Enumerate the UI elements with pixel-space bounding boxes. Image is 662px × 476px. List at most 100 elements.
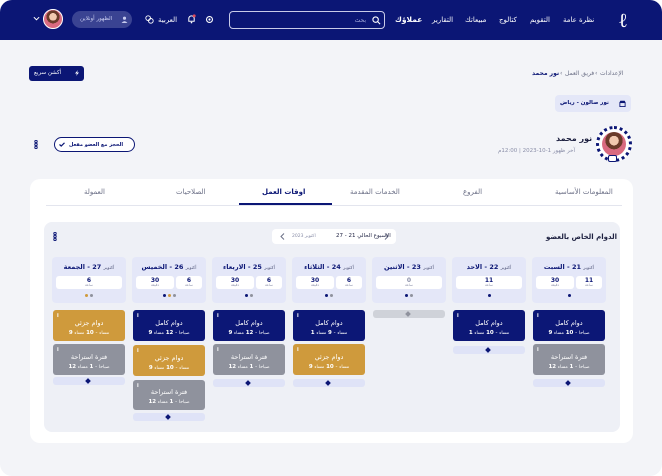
- tab-working-hours[interactable]: اوقات العمل: [262, 188, 306, 196]
- shift-part-time[interactable]: i دوام جزئي 9 مساء - 10 مساء: [53, 310, 125, 341]
- info-icon[interactable]: i: [217, 313, 219, 319]
- avatar[interactable]: [43, 9, 63, 29]
- store-icon: [619, 100, 626, 107]
- shift-time: 9 مساء - 10 مساء: [148, 365, 190, 371]
- info-icon[interactable]: i: [297, 313, 299, 319]
- shift-full-time[interactable]: i دوام كامل 9 صباحا - 10 مساء: [533, 310, 605, 341]
- info-icon[interactable]: i: [57, 313, 59, 319]
- week-navigator: الاسبوع الحالي 21 - 27 اكتوبر 2023: [272, 229, 396, 244]
- breadcrumb-sep-1: ‹: [595, 70, 598, 77]
- tab-commission[interactable]: العمولة: [84, 188, 106, 196]
- shift-break[interactable]: i فترة استراحة 12 صباحا - 1 مساء: [133, 380, 205, 410]
- stat-minutes: 30 دقيقة: [136, 276, 174, 289]
- day-title: أكتوبر 22 - الاحد: [466, 263, 512, 271]
- nav-sales[interactable]: مبيعاتك: [465, 16, 487, 24]
- shift-full-time[interactable]: i دوام كامل 1 مساء - 10 مساء: [453, 310, 525, 341]
- week-sublabel: اكتوبر 2023: [292, 234, 316, 239]
- shift-name: فترة استراحة: [70, 353, 108, 361]
- add-shift-button[interactable]: [533, 379, 605, 387]
- camera-icon[interactable]: [608, 155, 617, 162]
- tab-services[interactable]: الخدمات المقدمة: [350, 188, 400, 196]
- info-icon[interactable]: i: [537, 347, 539, 353]
- online-visibility-label: الظهور أونلاين: [80, 16, 113, 22]
- info-icon[interactable]: i: [537, 313, 539, 319]
- search-box[interactable]: [229, 11, 385, 29]
- shift-full-time[interactable]: i دوام كامل 9 صباحا - 12 مساء: [213, 310, 285, 341]
- brand-logo[interactable]: ℓ: [619, 8, 627, 32]
- shift-name: دوام جزئي: [154, 354, 184, 362]
- add-icon: [565, 380, 571, 386]
- add-shift-button[interactable]: [293, 379, 365, 387]
- nav-catalog[interactable]: كتالوج: [499, 16, 517, 24]
- day-indicators: [212, 294, 286, 297]
- info-icon[interactable]: i: [137, 348, 139, 354]
- branch-selector[interactable]: نور صالون - رياض: [555, 95, 631, 112]
- day-header-sunday: أكتوبر 22 - الاحد 11 ساعة: [452, 257, 526, 303]
- day-indicators: [292, 294, 366, 297]
- shift-time: 9 صباحا - 12 مساء: [148, 330, 190, 336]
- add-shift-button[interactable]: [453, 346, 525, 354]
- nav-customers[interactable]: عملاؤك: [395, 15, 423, 24]
- shift-part-time[interactable]: i دوام جزئي 9 مساء - 10 مساء: [133, 345, 205, 376]
- tab-basic-info[interactable]: المعلومات الأساسية: [555, 188, 613, 196]
- shift-full-time[interactable]: i دوام كامل 9 صباحا - 12 مساء: [133, 310, 205, 341]
- shift-break[interactable]: i فترة استراحة 12 صباحا - 1 مساء: [533, 344, 605, 375]
- shift-break[interactable]: i فترة استراحة 12 صباحا - 1 مساء: [213, 344, 285, 375]
- settings-icon[interactable]: [205, 15, 214, 24]
- stat-hours: 6 ساعة: [176, 276, 202, 289]
- search-input[interactable]: [246, 14, 366, 26]
- shift-name: دوام كامل: [475, 319, 503, 327]
- info-icon[interactable]: i: [457, 313, 459, 319]
- quick-action-button[interactable]: أكشن سريع: [29, 66, 84, 81]
- bolt-icon: [75, 70, 79, 76]
- stat-minutes: 30 دقيقة: [296, 276, 334, 289]
- booking-toggle[interactable]: الحجز مع العضو مفعل: [54, 137, 135, 152]
- add-icon: [485, 347, 491, 353]
- stat-minutes: 30 دقيقة: [536, 276, 574, 289]
- info-icon[interactable]: i: [137, 383, 139, 389]
- shift-name: دوام كامل: [235, 319, 263, 327]
- nav-overview[interactable]: نظرة عامة: [563, 16, 595, 24]
- info-icon[interactable]: i: [297, 347, 299, 353]
- shift-name: دوام كامل: [555, 319, 583, 327]
- stat-hours: 6 ساعة: [256, 276, 282, 289]
- info-icon[interactable]: i: [137, 313, 139, 319]
- add-icon: [405, 311, 411, 317]
- active-tab-indicator: [239, 203, 332, 205]
- add-shift-button[interactable]: [213, 379, 285, 387]
- breadcrumb-item-team[interactable]: فريق العمل: [565, 70, 595, 77]
- shift-break[interactable]: i فترة استراحة 12 صباحا - 1 مساء: [53, 344, 125, 375]
- nav-reports[interactable]: التقارير: [432, 16, 454, 24]
- more-icon[interactable]: [33, 140, 39, 149]
- shift-time: 9 مساء - 10 مساء: [308, 364, 350, 370]
- schedule-more-icon[interactable]: [52, 232, 58, 241]
- day-header-tuesday: أكتوبر 24 - الثلاثاء 6 ساعة 30 دقيقة: [292, 257, 366, 303]
- day-indicators: [532, 294, 606, 297]
- breadcrumb-item-settings[interactable]: الإعدادات: [600, 70, 624, 77]
- info-icon[interactable]: i: [217, 347, 219, 353]
- tab-branches[interactable]: الفروع: [463, 188, 483, 196]
- prev-week-icon[interactable]: [280, 233, 285, 240]
- online-visibility-toggle[interactable]: الظهور أونلاين: [72, 11, 132, 28]
- next-week-icon[interactable]: [384, 233, 389, 240]
- tab-permissions[interactable]: الصلاحيات: [176, 188, 206, 196]
- language-icon[interactable]: [145, 15, 154, 24]
- branch-selector-label: نور صالون - رياض: [560, 100, 609, 106]
- stat-hours: 11 ساعة: [576, 276, 602, 289]
- bell-icon[interactable]: [187, 14, 196, 24]
- add-shift-button[interactable]: [133, 413, 205, 421]
- add-shift-button[interactable]: [53, 377, 125, 385]
- chevron-down-icon[interactable]: [33, 16, 40, 21]
- day-title: أكتوبر 25 - الاربعاء: [222, 263, 276, 271]
- shift-time: 1 مساء - 9 مساء: [310, 330, 348, 336]
- nav-calendar[interactable]: التقويم: [530, 16, 550, 24]
- language-label[interactable]: العربية: [158, 16, 178, 24]
- info-icon[interactable]: i: [57, 347, 59, 353]
- day-header-monday: أكتوبر 23 - الاثنين 0 ساعة: [372, 257, 446, 303]
- add-shift-button[interactable]: [373, 310, 445, 318]
- add-icon: [325, 380, 331, 386]
- shift-part-time[interactable]: i دوام جزئي 9 مساء - 10 مساء: [293, 344, 365, 375]
- shift-full-time[interactable]: i دوام كامل 1 مساء - 9 مساء: [293, 310, 365, 341]
- shift-name: دوام كامل: [315, 319, 343, 327]
